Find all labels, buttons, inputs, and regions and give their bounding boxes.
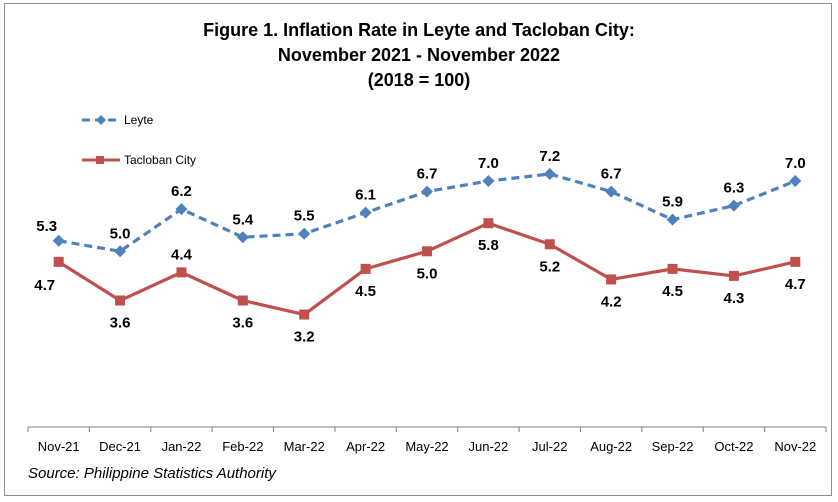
data-label-tacloban: 3.6 bbox=[232, 315, 253, 332]
data-label-tacloban: 4.5 bbox=[662, 283, 683, 300]
data-label-leyte: 6.7 bbox=[417, 166, 438, 183]
data-label-tacloban: 3.6 bbox=[110, 315, 131, 332]
data-label-leyte: 5.4 bbox=[232, 211, 254, 228]
title-line-1: Figure 1. Inflation Rate in Leyte and Ta… bbox=[203, 20, 635, 40]
data-point-tacloban bbox=[299, 309, 310, 320]
x-tick-label: Apr-22 bbox=[346, 439, 385, 454]
x-tick-label: Nov-21 bbox=[38, 439, 80, 454]
data-label-leyte: 6.2 bbox=[171, 183, 192, 200]
data-label-tacloban: 4.5 bbox=[355, 283, 376, 300]
data-point-leyte bbox=[543, 168, 556, 180]
data-point-leyte bbox=[114, 245, 127, 258]
x-tick-label: Oct-22 bbox=[714, 439, 753, 454]
data-label-leyte: 5.3 bbox=[36, 218, 57, 235]
series-layer: 5.3 5.0 6.2 5.4 5.5 6.1 6.7 7.0 7.2 6.7 5.9 6.3 7.0 4… bbox=[34, 148, 805, 346]
x-tick-label: Sep-22 bbox=[652, 439, 694, 454]
legend-label: Leyte bbox=[124, 113, 154, 127]
data-point-tacloban bbox=[115, 295, 126, 306]
data-label-tacloban: 4.2 bbox=[601, 293, 622, 310]
data-point-tacloban bbox=[483, 218, 494, 229]
x-tick-label: May-22 bbox=[405, 439, 448, 454]
x-tick-label: Nov-22 bbox=[774, 439, 816, 454]
data-point-leyte bbox=[298, 227, 311, 240]
series-tacloban: 4.7 3.6 4.4 3.6 3.2 4.5 5.0 5.8 5.2 4.2 4.5 4.3 4.7 bbox=[34, 218, 806, 346]
data-label-tacloban: 4.4 bbox=[171, 246, 193, 263]
data-point-leyte bbox=[421, 185, 433, 198]
data-label-leyte: 5.9 bbox=[662, 194, 683, 211]
legend-marker bbox=[96, 156, 104, 164]
data-point-leyte bbox=[359, 206, 372, 219]
data-point-tacloban bbox=[606, 274, 617, 285]
legend: Leyte Tacloban City bbox=[82, 113, 196, 167]
source-note: Source: Philippine Statistics Authority bbox=[28, 465, 276, 482]
data-point-leyte bbox=[52, 234, 65, 247]
data-label-leyte: 7.0 bbox=[478, 155, 499, 172]
data-point-tacloban bbox=[53, 256, 64, 267]
data-point-tacloban bbox=[790, 256, 801, 267]
x-tick-label: Jul-22 bbox=[532, 439, 567, 454]
data-point-leyte bbox=[175, 203, 188, 216]
data-label-tacloban: 5.8 bbox=[478, 237, 499, 254]
x-tick-label: Mar-22 bbox=[284, 439, 325, 454]
data-label-tacloban: 5.2 bbox=[539, 258, 560, 275]
legend-marker bbox=[96, 115, 106, 125]
data-label-leyte: 6.7 bbox=[601, 166, 622, 183]
data-point-leyte bbox=[727, 199, 740, 212]
data-point-tacloban bbox=[360, 263, 371, 274]
data-point-leyte bbox=[482, 175, 495, 188]
chart-frame bbox=[4, 3, 832, 496]
data-point-tacloban bbox=[728, 270, 739, 281]
data-point-tacloban bbox=[422, 246, 432, 257]
data-label-leyte: 7.0 bbox=[785, 155, 806, 172]
data-point-leyte bbox=[605, 185, 618, 198]
x-tick-label: Feb-22 bbox=[222, 439, 263, 454]
data-point-tacloban bbox=[544, 239, 555, 250]
data-label-leyte: 6.3 bbox=[723, 180, 744, 197]
data-label-leyte: 5.0 bbox=[110, 225, 131, 242]
x-tick-label: Jan-22 bbox=[162, 439, 202, 454]
x-tick-label: Dec-21 bbox=[99, 439, 141, 454]
data-point-leyte bbox=[789, 175, 802, 188]
data-point-leyte bbox=[666, 213, 679, 226]
data-point-leyte bbox=[236, 231, 249, 244]
legend-item-leyte: Leyte bbox=[82, 113, 154, 127]
data-point-tacloban bbox=[176, 267, 187, 278]
data-point-tacloban bbox=[667, 263, 678, 274]
data-label-tacloban: 3.2 bbox=[294, 329, 315, 346]
data-label-leyte: 7.2 bbox=[539, 148, 560, 165]
title-line-2: November 2021 - November 2022 bbox=[277, 45, 561, 65]
x-tick-label: Jun-22 bbox=[469, 439, 509, 454]
data-label-tacloban: 4.7 bbox=[34, 277, 55, 294]
data-label-tacloban: 4.3 bbox=[723, 290, 744, 307]
data-label-leyte: 6.1 bbox=[355, 187, 376, 204]
data-point-tacloban bbox=[237, 295, 248, 306]
series-leyte: 5.3 5.0 6.2 5.4 5.5 6.1 6.7 7.0 7.2 6.7 5.9 6.3 7.0 bbox=[36, 148, 806, 258]
chart-title: Figure 1. Inflation Rate in Leyte and Ta… bbox=[0, 18, 838, 93]
data-label-leyte: 5.5 bbox=[294, 208, 315, 225]
title-line-3: (2018 = 100) bbox=[367, 70, 471, 90]
legend-item-tacloban: Tacloban City bbox=[82, 153, 196, 167]
x-axis: Nov-21 Dec-21 Jan-22 Feb-22 Mar-22 Apr-22 May-… bbox=[27, 426, 827, 454]
x-tick-label: Aug-22 bbox=[590, 439, 632, 454]
legend-label: Tacloban City bbox=[124, 153, 196, 167]
data-label-tacloban: 4.7 bbox=[785, 276, 806, 293]
data-label-tacloban: 5.0 bbox=[417, 265, 438, 282]
